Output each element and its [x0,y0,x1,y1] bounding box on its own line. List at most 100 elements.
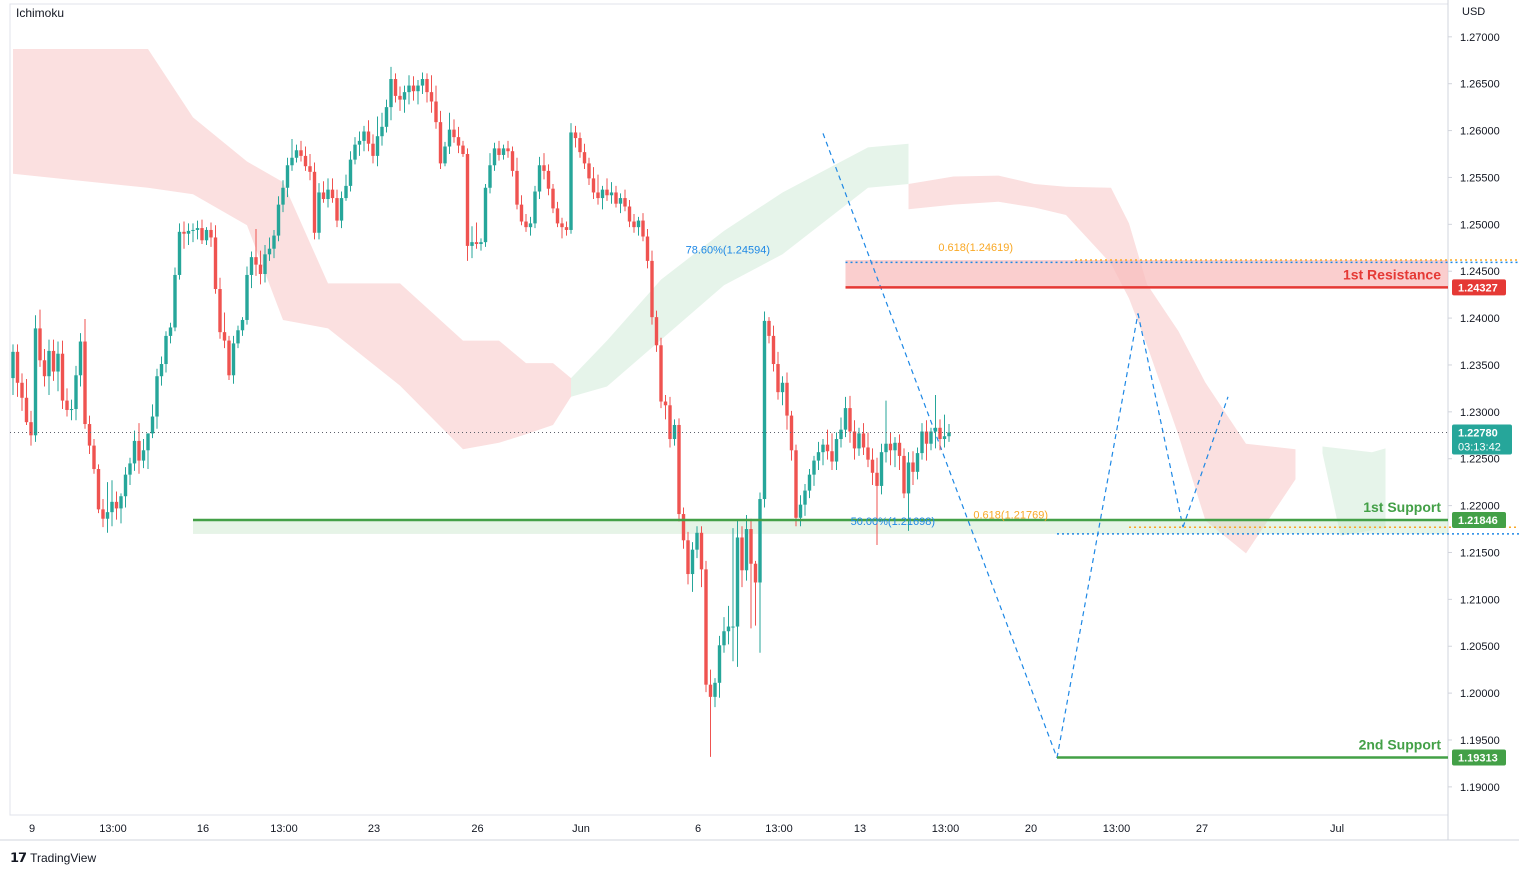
candle[interactable] [897,434,902,470]
candle[interactable] [191,223,195,243]
candle[interactable] [389,66,393,121]
candle[interactable] [177,223,182,280]
candle[interactable] [290,139,294,171]
candle[interactable] [902,448,906,499]
candle[interactable] [879,443,884,495]
candle[interactable] [110,480,114,527]
candle[interactable] [263,244,267,283]
candle[interactable] [308,154,312,181]
candle[interactable] [821,439,825,466]
candle[interactable] [362,125,366,152]
candle[interactable] [510,146,515,177]
candle[interactable] [488,153,492,194]
candle[interactable] [416,79,420,105]
candle[interactable] [717,635,722,698]
candle[interactable] [920,423,924,460]
candle[interactable] [564,221,569,236]
candle[interactable] [60,340,65,410]
candle[interactable] [803,484,807,516]
candle[interactable] [573,125,578,148]
candle[interactable] [69,399,74,421]
candle[interactable] [713,678,717,708]
candle[interactable] [915,447,920,480]
candle[interactable] [105,482,110,533]
candle[interactable] [870,448,875,485]
candle[interactable] [321,181,326,203]
candle[interactable] [132,430,137,471]
candle[interactable] [272,229,276,259]
candle[interactable] [119,493,123,524]
candle[interactable] [654,310,659,352]
candle[interactable] [569,123,573,234]
candle[interactable] [578,132,582,158]
candle[interactable] [137,423,141,474]
candle[interactable] [843,396,848,438]
candle[interactable] [938,419,942,451]
candle[interactable] [83,319,87,429]
candle[interactable] [227,335,231,380]
candle[interactable] [668,396,672,448]
candle[interactable] [609,182,614,204]
candle[interactable] [933,394,938,449]
candle[interactable] [645,229,650,269]
candle[interactable] [182,221,186,249]
candle[interactable] [213,225,218,294]
candle[interactable] [839,417,843,448]
candle[interactable] [452,119,456,143]
candle[interactable] [762,311,767,508]
candle[interactable] [875,457,879,545]
candle[interactable] [794,444,798,527]
candle[interactable] [258,250,263,285]
candle[interactable] [749,518,753,629]
candle[interactable] [582,143,587,170]
candle[interactable] [312,162,317,240]
candle[interactable] [776,351,780,400]
candle[interactable] [744,514,749,581]
candle[interactable] [245,266,249,325]
candle[interactable] [519,195,524,226]
candle[interactable] [515,157,519,210]
candle[interactable] [159,356,164,386]
candle[interactable] [276,196,281,242]
candle[interactable] [641,213,645,242]
candle[interactable] [888,432,893,466]
candle[interactable] [317,183,321,240]
candle[interactable] [375,116,380,167]
candle[interactable] [348,151,353,192]
candle[interactable] [524,214,528,232]
candle[interactable] [353,137,357,165]
candle[interactable] [173,267,177,332]
candle[interactable] [24,379,29,425]
candle[interactable] [92,439,96,474]
candle[interactable] [146,433,150,470]
candle[interactable] [506,140,510,158]
candle[interactable] [663,394,668,420]
candle[interactable] [429,75,434,113]
candle[interactable] [407,75,411,105]
candle[interactable] [186,223,191,245]
candle[interactable] [128,457,132,485]
candle[interactable] [200,219,204,245]
candle[interactable] [731,528,735,662]
candle[interactable] [677,418,681,522]
candle[interactable] [366,120,371,152]
candle[interactable] [542,153,546,180]
tradingview-brand[interactable]: 𝟭𝟳 TradingView [10,850,96,866]
candle[interactable] [560,217,564,239]
candle[interactable] [285,157,290,198]
candle[interactable] [632,214,636,233]
candle[interactable] [222,312,227,349]
candle[interactable] [618,193,623,214]
candle[interactable] [281,180,285,213]
candle[interactable] [20,373,24,411]
candle[interactable] [74,365,78,421]
candle[interactable] [591,167,596,200]
candle[interactable] [218,277,222,339]
candle[interactable] [393,73,398,103]
candle[interactable] [384,99,389,133]
candle[interactable] [852,420,857,460]
candle[interactable] [497,140,501,161]
candle[interactable] [501,144,506,160]
candle[interactable] [659,337,663,409]
candle[interactable] [537,156,542,200]
